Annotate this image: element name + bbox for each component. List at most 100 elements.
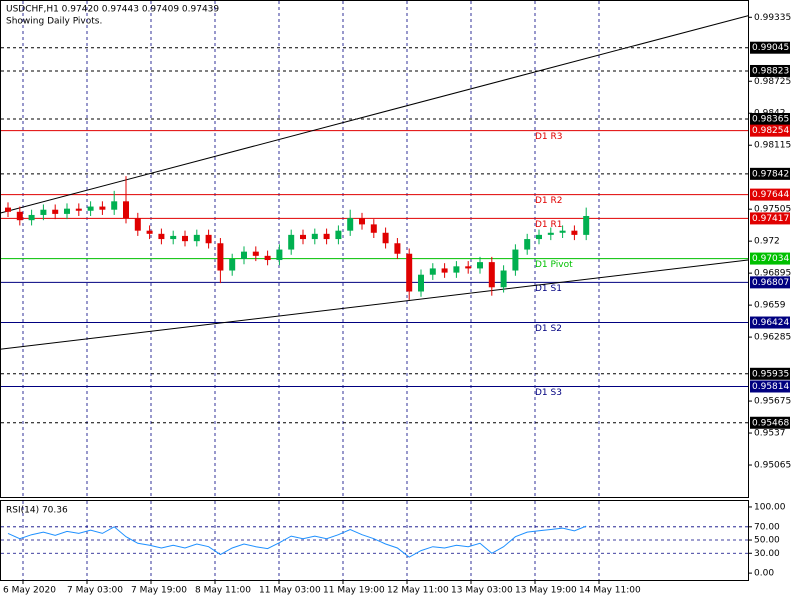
candle-body xyxy=(264,255,271,261)
x-tick-label: 13 May 19:00 xyxy=(515,586,577,596)
candle-body xyxy=(87,206,94,211)
rsi-y-tick-label: 0.00 xyxy=(754,569,774,579)
y-tick-label: 0.9659 xyxy=(754,301,786,311)
level-label: 0.95468 xyxy=(752,418,789,428)
candle-body xyxy=(488,262,495,288)
candle-body xyxy=(547,232,554,235)
y-tick-label: 0.95675 xyxy=(754,397,791,407)
y-tick-label: 0.99335 xyxy=(754,13,791,23)
candle-body xyxy=(323,233,330,240)
level-box xyxy=(750,188,790,201)
chart-subtitle: Showing Daily Pivots. xyxy=(6,17,102,27)
candle-body xyxy=(406,253,413,292)
level-label: 0.98254 xyxy=(752,126,789,136)
candle-body xyxy=(276,249,283,261)
candle-body xyxy=(347,218,354,231)
pivot-label: D1 R3 xyxy=(535,132,563,142)
rsi-frame xyxy=(0,500,749,581)
rsi-y-tick-label: 50.00 xyxy=(754,536,780,546)
candle-body xyxy=(441,268,448,273)
level-label: 0.96424 xyxy=(752,318,789,328)
candle-body xyxy=(217,243,224,271)
candle-body xyxy=(418,274,424,292)
trend-line xyxy=(0,259,749,350)
candle-body xyxy=(241,251,247,259)
candle-body xyxy=(300,234,306,240)
candle-body xyxy=(123,201,129,219)
level-label: 0.95935 xyxy=(752,369,789,379)
candle-body xyxy=(465,266,472,269)
x-tick-label: 12 May 11:00 xyxy=(387,586,449,596)
level-box xyxy=(750,367,790,380)
candle-body xyxy=(111,201,118,210)
candle-body xyxy=(64,208,70,214)
x-tick-label: 11 May 03:00 xyxy=(259,586,321,596)
x-tick-label: 13 May 03:00 xyxy=(451,586,513,596)
main-frame xyxy=(0,0,749,498)
candle-body xyxy=(559,230,566,233)
candle-body xyxy=(429,268,436,275)
y-tick-label: 0.98725 xyxy=(754,77,791,87)
candle-body xyxy=(288,234,295,250)
candle-body xyxy=(205,234,212,244)
pivot-label: D1 Pivot xyxy=(535,260,573,270)
x-tick-label: 7 May 03:00 xyxy=(67,586,123,596)
candle-body xyxy=(453,266,460,273)
pivot-label: D1 S2 xyxy=(535,324,562,334)
rsi-line xyxy=(7,525,587,558)
candle-body xyxy=(382,232,389,244)
candle-body xyxy=(52,209,59,214)
rsi-y-tick-label: 70.00 xyxy=(754,522,780,532)
rsi-y-tick-label: 100.00 xyxy=(754,502,786,512)
candle-body xyxy=(146,230,153,234)
candle-body xyxy=(134,218,141,231)
candle-body xyxy=(583,215,590,235)
level-label: 0.99045 xyxy=(752,43,789,53)
level-box xyxy=(750,41,790,54)
y-tick-label: 0.97505 xyxy=(754,205,791,215)
chart-title: USDCHF,H1 0.97420 0.97443 0.97409 0.9743… xyxy=(6,5,219,15)
candle-body xyxy=(335,230,342,240)
y-tick-label: 0.96895 xyxy=(754,269,791,279)
level-box xyxy=(750,276,790,289)
level-box xyxy=(750,64,790,77)
pivot-label: D1 S1 xyxy=(535,284,562,294)
level-box xyxy=(750,113,790,126)
candle-body xyxy=(370,224,377,233)
pivot-label: D1 S3 xyxy=(535,388,562,398)
candle-body xyxy=(193,234,200,242)
rsi-y-tick-label: 30.00 xyxy=(754,549,780,559)
y-tick-label: 0.95065 xyxy=(754,461,791,471)
x-tick-label: 14 May 11:00 xyxy=(579,586,641,596)
candle-body xyxy=(524,239,531,250)
level-box xyxy=(750,380,790,393)
level-box xyxy=(750,124,790,137)
candle-body xyxy=(512,249,519,271)
candle-body xyxy=(359,218,365,225)
candle-body xyxy=(536,234,542,240)
pivot-label: D1 R2 xyxy=(535,196,563,206)
level-label: 0.97034 xyxy=(752,254,789,264)
candle-body xyxy=(99,206,106,210)
candle-body xyxy=(170,235,177,240)
x-tick-label: 7 May 19:00 xyxy=(131,586,187,596)
level-label: 0.95814 xyxy=(752,382,789,392)
candle-body xyxy=(158,233,165,240)
candle-body xyxy=(311,233,318,240)
candle-body xyxy=(28,214,35,221)
candle-body xyxy=(229,258,236,271)
candle-body xyxy=(477,262,483,269)
rsi-title: RSI(14) 70.36 xyxy=(6,506,68,516)
candle-body xyxy=(252,251,259,256)
level-label: 0.96807 xyxy=(752,278,789,288)
pivot-label: D1 R1 xyxy=(535,220,563,230)
candle-body xyxy=(75,208,82,211)
level-label: 0.97842 xyxy=(752,169,789,179)
x-tick-label: 6 May 2020 xyxy=(3,586,56,596)
y-tick-label: 0.972 xyxy=(754,237,780,247)
level-box xyxy=(750,252,790,265)
x-tick-label: 11 May 19:00 xyxy=(323,586,385,596)
candle-body xyxy=(182,235,188,242)
candle-body xyxy=(571,230,578,235)
